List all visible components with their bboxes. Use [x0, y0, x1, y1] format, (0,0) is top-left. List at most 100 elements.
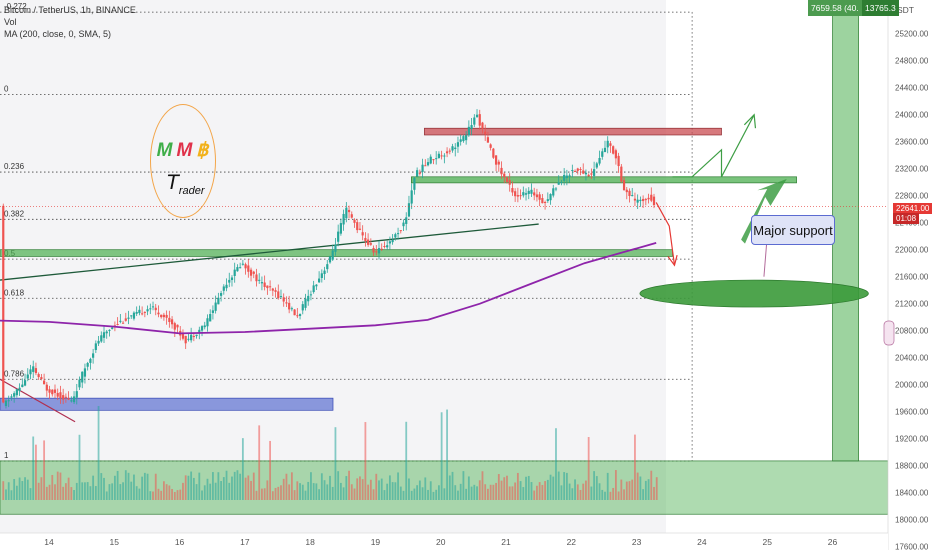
volume-bar [312, 483, 315, 500]
candle-body [160, 314, 163, 318]
volume-bar [565, 472, 568, 500]
volume-bar [443, 488, 446, 500]
resistance-zone-23750 [424, 127, 722, 136]
candle-body [391, 239, 394, 243]
candle-body [437, 153, 441, 159]
candle-body [236, 267, 239, 272]
fib-level-label: 0.786 [4, 369, 25, 378]
fib-level-label: -0.272 [4, 2, 27, 11]
candle-body [219, 293, 223, 296]
major-support-callout[interactable]: Major support [751, 215, 835, 245]
candle-body [372, 247, 375, 253]
volume-bar [432, 491, 435, 500]
candle-body [576, 168, 579, 171]
candle-body [225, 284, 228, 289]
candle-body [383, 245, 386, 247]
measure-range-bar [832, 0, 859, 462]
candle-body [481, 122, 484, 129]
volume-bar [429, 481, 432, 500]
volume-bar [647, 479, 650, 500]
candle-body [396, 233, 400, 235]
volume-bar [100, 473, 103, 500]
candle-body [617, 155, 620, 167]
volume-bar [271, 491, 274, 500]
volume-bar [182, 482, 184, 500]
x-tick-label: 15 [110, 537, 120, 547]
candle-body [274, 290, 277, 292]
y-tick-label: 18400.00 [895, 489, 929, 498]
candle-body [386, 245, 389, 248]
volume-bar [48, 484, 51, 500]
candle-body [533, 192, 536, 196]
logo-letters: M M ฿ [151, 139, 215, 162]
candle-body [18, 387, 21, 392]
volume-bar [446, 409, 448, 500]
top-measure-left: 7659.58 (40. [808, 0, 862, 16]
volume-bar [135, 486, 138, 500]
volume-bar [519, 481, 522, 500]
volume-bar [587, 437, 590, 500]
x-tick-label: 19 [371, 537, 381, 547]
volume-bar [606, 472, 609, 500]
symbol-label[interactable]: Bitcoin / TetherUS, 1h, BINANCE [4, 5, 136, 15]
candle-body [503, 173, 506, 178]
volume-bar [133, 474, 135, 500]
volume-bar [157, 488, 160, 500]
volume-bar [399, 486, 402, 500]
candle-body [290, 308, 293, 310]
volume-bar [75, 482, 78, 500]
candle-body [200, 326, 204, 331]
volume-bar [514, 482, 517, 500]
volume-bar [470, 486, 473, 500]
candle-body [13, 393, 16, 397]
candle-body [37, 374, 40, 378]
candle-body [595, 163, 598, 168]
volume-bar [557, 471, 560, 500]
volume-bar [296, 481, 299, 500]
volume-bar [620, 479, 623, 500]
candle-body [121, 322, 125, 324]
volume-bar [435, 489, 438, 500]
volume-bar [386, 483, 389, 500]
candle-body [633, 198, 637, 201]
volume-bar [495, 482, 497, 500]
ma-indicator-label[interactable]: MA (200, close, 0, SMA, 5) [4, 29, 112, 39]
candle-body [176, 324, 179, 328]
candle-body [258, 279, 261, 281]
candle-body [100, 335, 103, 342]
candle-body [367, 239, 370, 245]
volume-bar [372, 489, 375, 500]
volume-bar [263, 488, 266, 500]
volume-bar [489, 484, 492, 500]
candle-body [549, 194, 552, 201]
volume-bar [405, 421, 408, 500]
volume-bar [560, 485, 563, 500]
volume-indicator-label[interactable]: Vol [4, 17, 17, 27]
volume-bar [484, 484, 487, 500]
candle-body [543, 202, 547, 204]
volume-bar [522, 487, 525, 500]
y-tick-label: 21200.00 [895, 300, 929, 309]
volume-bar [481, 471, 484, 500]
candle-body [15, 389, 18, 396]
volume-bar [457, 490, 459, 500]
volume-bar [465, 488, 468, 500]
candle-body [282, 297, 285, 302]
volume-bar [130, 481, 133, 500]
volume-bar [13, 479, 16, 500]
candle-body [644, 199, 647, 201]
volume-bar [2, 481, 5, 500]
candle-body [519, 195, 522, 197]
top-measure-right: 13765.3 [862, 0, 899, 16]
volume-bar [530, 482, 533, 500]
y-tick-label: 23600.00 [895, 138, 929, 147]
volume-bar [184, 475, 187, 500]
volume-bar [538, 482, 541, 500]
volume-bar [304, 490, 307, 500]
candle-body [435, 158, 438, 160]
volume-bar [187, 475, 190, 500]
volume-bar [67, 477, 70, 500]
volume-bar [533, 490, 536, 500]
